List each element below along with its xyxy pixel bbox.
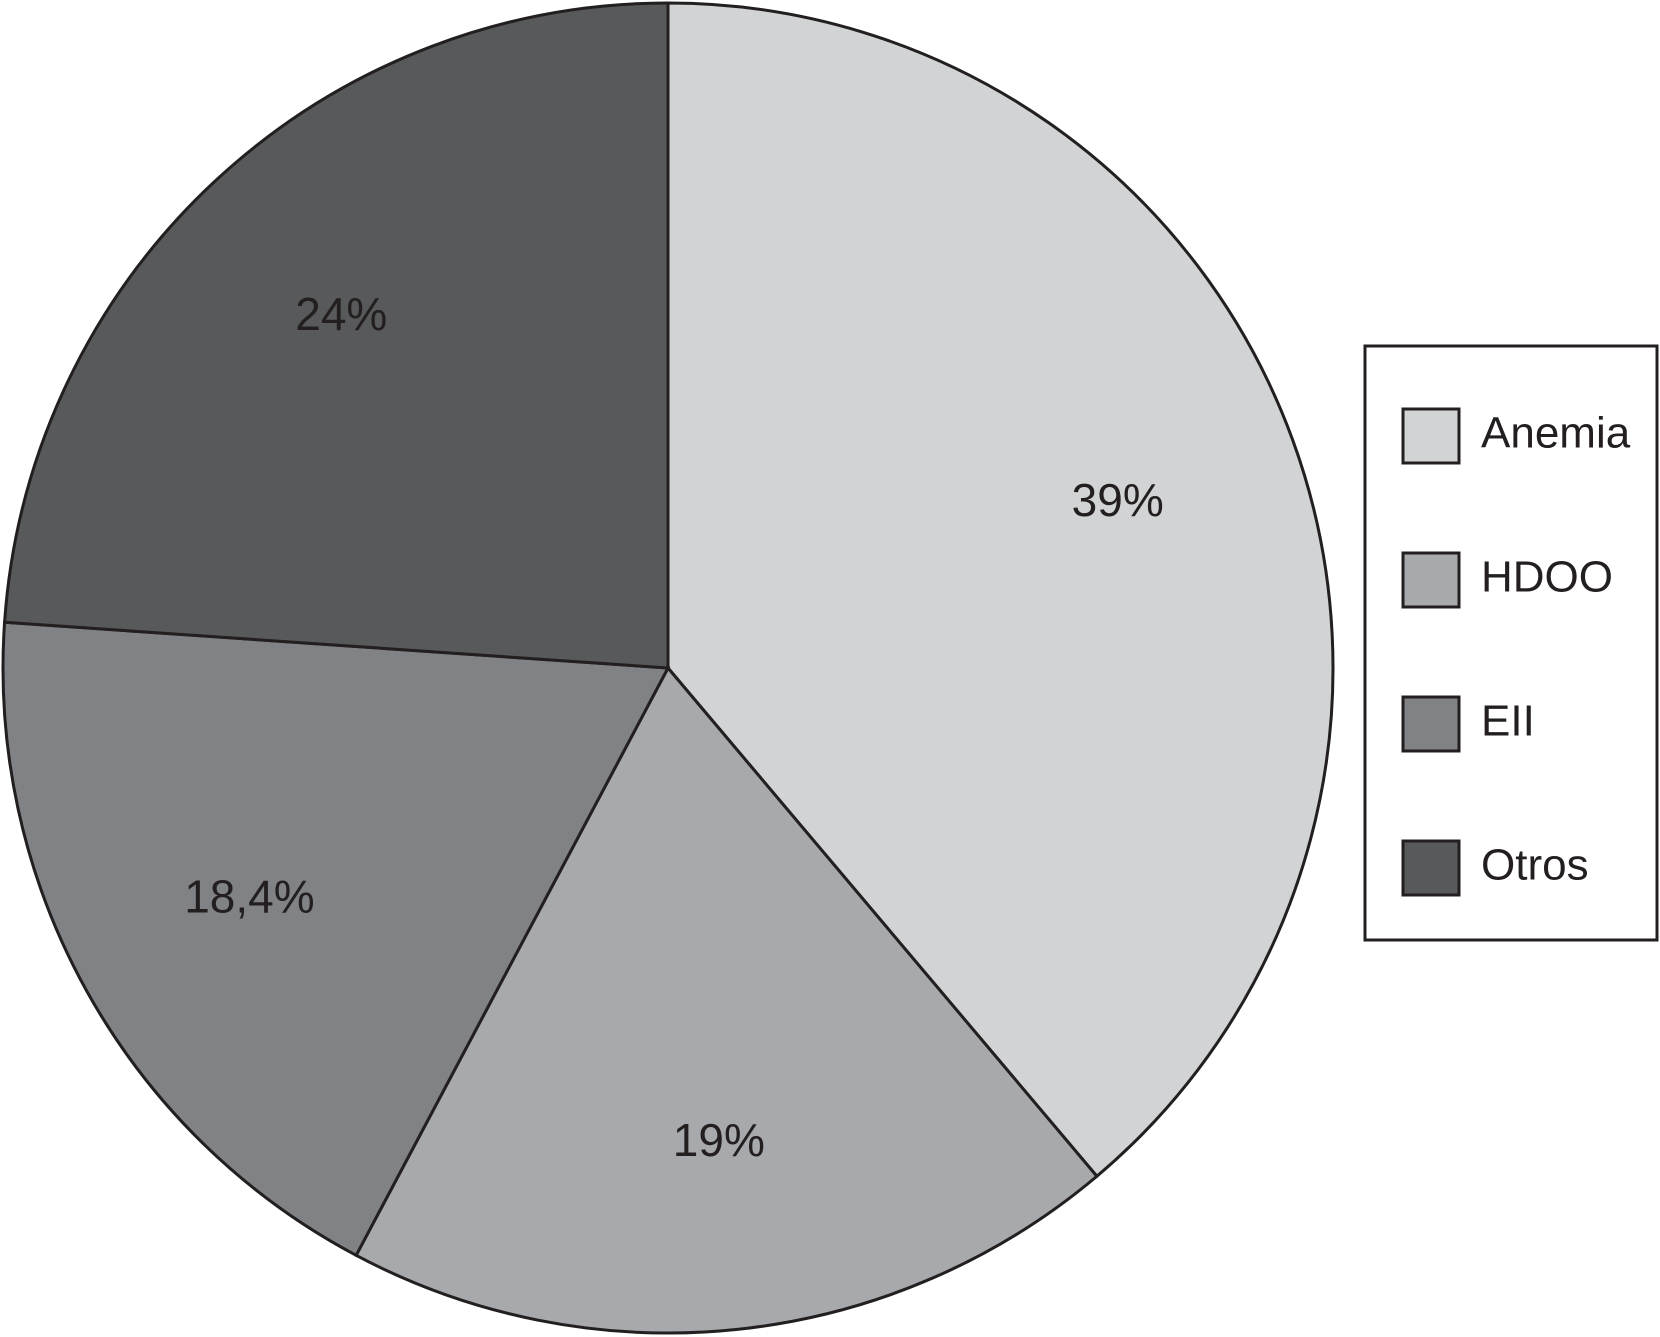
pie-slice: [666, 1, 1335, 1179]
legend-label: EII: [1481, 697, 1535, 746]
pie-slice: [1, 620, 671, 1258]
legend-swatch: [1401, 551, 1461, 609]
value-label: 18,4%: [184, 871, 314, 923]
legend-swatch: [1401, 695, 1461, 753]
pie-slice: [354, 665, 1099, 1335]
legend-label: Otros: [1481, 841, 1589, 890]
legend-label: HDOO: [1481, 553, 1613, 602]
pie-slice: [2, 1, 670, 670]
legend-swatch: [1401, 407, 1461, 465]
value-label: 24%: [295, 288, 387, 340]
value-label: 39%: [1072, 474, 1164, 526]
legend-swatch: [1401, 839, 1461, 897]
value-label: 19%: [673, 1114, 765, 1166]
legend-label: Anemia: [1481, 409, 1631, 458]
